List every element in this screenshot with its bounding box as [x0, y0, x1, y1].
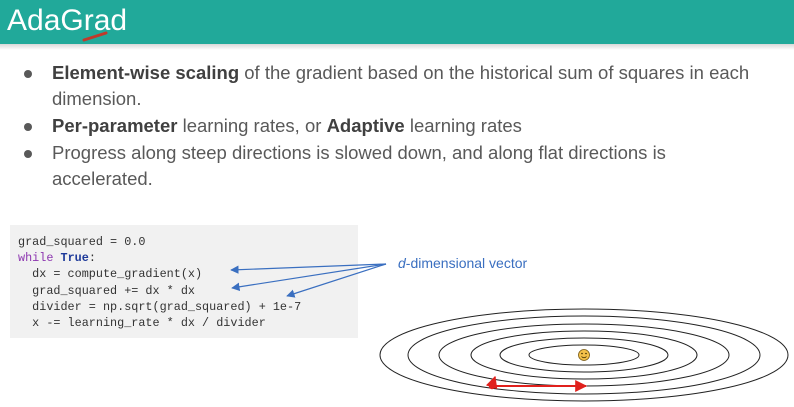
bullet-text: learning rates, or	[177, 115, 327, 136]
annotation-arrow	[231, 263, 387, 291]
bullet-text: learning rates	[404, 115, 522, 136]
bullet-bold: Per-parameter	[52, 115, 178, 136]
slide-title: AdaGrad	[7, 4, 128, 37]
code-line: grad_squared = 0.0	[18, 235, 146, 249]
bullet-dot	[24, 70, 32, 78]
bullet-text: Progress along steep directions is slowe…	[52, 142, 666, 189]
title-bar: AdaGrad	[0, 0, 794, 50]
code-text-part: :	[88, 251, 96, 266]
title-underline-mark	[82, 31, 108, 42]
contour-ellipse	[407, 315, 761, 395]
smiley-icon	[578, 349, 590, 361]
code-line: grad_squared += dx * dx	[18, 283, 195, 298]
contour-ellipse	[470, 330, 698, 380]
bullet-bold: Element-wise scaling	[52, 62, 240, 83]
start-point	[488, 382, 496, 390]
annotation-arrow	[230, 263, 387, 274]
bullet-item: Progress along steep directions is slowe…	[0, 140, 794, 192]
annotation-italic: d	[398, 255, 406, 271]
bullet-dot	[24, 150, 32, 158]
bullet-item: Element-wise scaling of the gradient bas…	[0, 60, 794, 112]
code-block: grad_squared = 0.0 while True: dx = compu…	[10, 225, 358, 338]
bullet-text: of the gradient based on the historical …	[52, 62, 750, 109]
code-keyword: True	[60, 251, 89, 266]
code-keyword: while	[18, 251, 54, 266]
bullet-list: Element-wise scaling of the gradient bas…	[0, 60, 794, 193]
code-line: divider = np.sqrt(grad_squared) + 1e-7	[18, 299, 302, 314]
contour-ellipse	[379, 308, 789, 402]
bullet-dot	[24, 123, 32, 131]
code-line: x -= learning_rate * dx / divider	[18, 316, 266, 331]
contour-plot	[379, 308, 789, 402]
contour-ellipse	[499, 337, 669, 373]
title-shadow	[0, 44, 794, 50]
bullet-item: Per-parameter learning rates, or Adaptiv…	[0, 113, 794, 139]
code-text: grad_squared = 0.0 while True: dx = compu…	[18, 234, 301, 331]
bullet-bold: Adaptive	[326, 115, 405, 136]
code-line: dx = compute_gradient(x)	[18, 267, 203, 282]
code-line: while True:	[18, 250, 301, 266]
annotation-text: -dimensional vector	[405, 255, 528, 271]
annotation-label: d-dimensional vector	[398, 255, 527, 271]
annotation-arrow	[286, 263, 387, 298]
contour-ellipse	[528, 344, 640, 366]
step-arrows	[485, 375, 588, 392]
